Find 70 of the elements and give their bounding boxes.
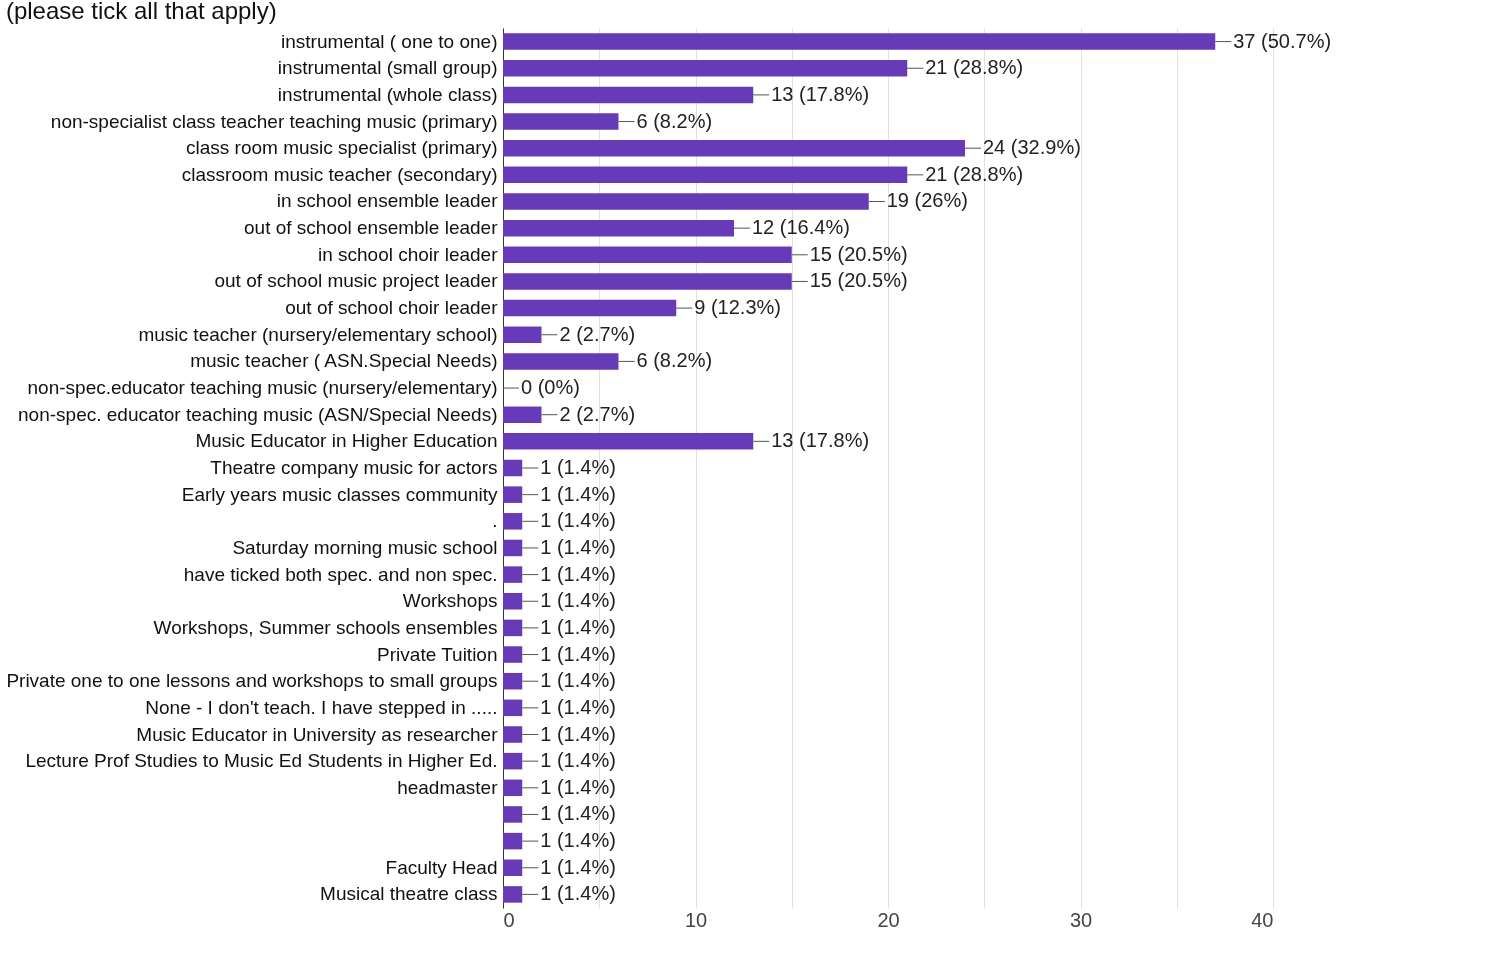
data-label: 1 (1.4%) [540, 535, 616, 558]
text: (please tick all that apply) [5, 0, 277, 24]
data-label: 1 (1.4%) [540, 829, 616, 852]
y-tick-label: Musical theatre class [320, 883, 498, 905]
y-tick-label: in school ensemble leader [276, 190, 499, 212]
y-tick-label: Faculty Head [385, 856, 498, 878]
y-tick-label: class room music specialist (primary) [186, 137, 498, 159]
y-tick-label: instrumental (small group) [277, 57, 498, 79]
data-label: 1 (1.4%) [540, 802, 616, 825]
data-label: 1 (1.4%) [540, 642, 616, 665]
data-label: 21 (28.8%) [925, 162, 1024, 185]
y-tick-label: Workshops, Summer schools ensembles [153, 616, 498, 638]
data-label: 37 (50.7%) [1233, 29, 1332, 52]
data-label: 1 (1.4%) [540, 722, 616, 745]
y-tick-label: have ticked both spec. and non spec. [183, 563, 498, 585]
data-label: 6 (8.2%) [636, 109, 713, 132]
y-tick-label: out of school music project leader [214, 270, 499, 292]
x-tick-label: 40 [1251, 908, 1274, 931]
y-tick-label: Lecture Prof Studies to Music Ed Students in Higher Ed. [25, 750, 498, 772]
data-label: 1 (1.4%) [540, 509, 616, 532]
y-tick-label: instrumental ( one to one) [280, 30, 498, 52]
data-label: 1 (1.4%) [540, 669, 616, 692]
data-label: 1 (1.4%) [540, 695, 616, 718]
y-tick-label: Music Educator in University as researcher [136, 723, 499, 745]
x-tick-label: 20 [877, 908, 900, 931]
data-label: 1 (1.4%) [540, 615, 616, 638]
data-label: 1 (1.4%) [540, 749, 616, 772]
y-tick-label: headmaster [397, 776, 499, 798]
y-tick-label: Saturday morning music school [232, 536, 498, 558]
data-label: 9 (12.3%) [694, 296, 781, 319]
y-tick-label: non-specialist class teacher teaching music (primary) [50, 110, 498, 132]
data-label: 0 (0%) [521, 376, 580, 399]
y-tick-label: in school choir leader [317, 243, 499, 265]
y-tick-label: . [492, 510, 498, 532]
x-tick-label: 0 [503, 908, 515, 931]
y-tick-label: Theatre company music for actors [210, 457, 498, 478]
data-label: 13 (17.8%) [771, 82, 870, 105]
y-tick-label: Music Educator in Higher Education [195, 430, 498, 452]
y-tick-label: Private one to one lessons and workshops to small groups [6, 670, 498, 692]
data-label: 1 (1.4%) [540, 456, 616, 478]
data-label: 1 (1.4%) [540, 482, 616, 505]
data-label: 19 (26%) [886, 189, 968, 212]
data-label: 15 (20.5%) [809, 269, 908, 292]
y-tick-label: out of school ensemble leader [244, 217, 499, 239]
y-tick-label: classroom music teacher (secondary) [181, 163, 498, 185]
data-label: 24 (32.9%) [983, 136, 1081, 159]
data-label: 6 (8.2%) [636, 349, 713, 372]
y-tick-label: None - I don't teach. I have stepped in ..... [145, 696, 498, 718]
data-label: 1 (1.4%) [540, 562, 616, 585]
y-tick-label: out of school choir leader [285, 297, 499, 319]
y-tick-label: music teacher ( ASN.Special Needs) [190, 350, 498, 372]
data-label: 1 (1.4%) [540, 589, 616, 612]
data-label: 2 (2.7%) [559, 402, 636, 425]
y-tick-label: instrumental (whole class) [277, 83, 498, 105]
data-label: 2 (2.7%) [559, 322, 636, 345]
y-tick-label: non-spec.educator teaching music (nursery/elementary) [27, 377, 498, 399]
data-label: 15 (20.5%) [809, 242, 908, 265]
x-tick-label: 10 [684, 908, 708, 931]
data-label: 12 (16.4%) [752, 216, 850, 239]
data-label: 1 (1.4%) [540, 775, 616, 798]
y-tick-label: Workshops [402, 590, 498, 612]
data-label: 1 (1.4%) [540, 855, 616, 878]
y-tick-label: Early years music classes community [181, 483, 498, 505]
y-tick-label: Private Tuition [377, 643, 498, 665]
x-tick-label: 30 [1069, 908, 1093, 931]
data-label: 21 (28.8%) [925, 56, 1024, 79]
data-label: 1 (1.4%) [540, 882, 616, 905]
y-tick-label: music teacher (nursery/elementary school) [138, 323, 498, 345]
data-label: 13 (17.8%) [771, 429, 870, 452]
y-tick-label: non-spec. educator teaching music (ASN/Special Needs) [18, 403, 498, 425]
